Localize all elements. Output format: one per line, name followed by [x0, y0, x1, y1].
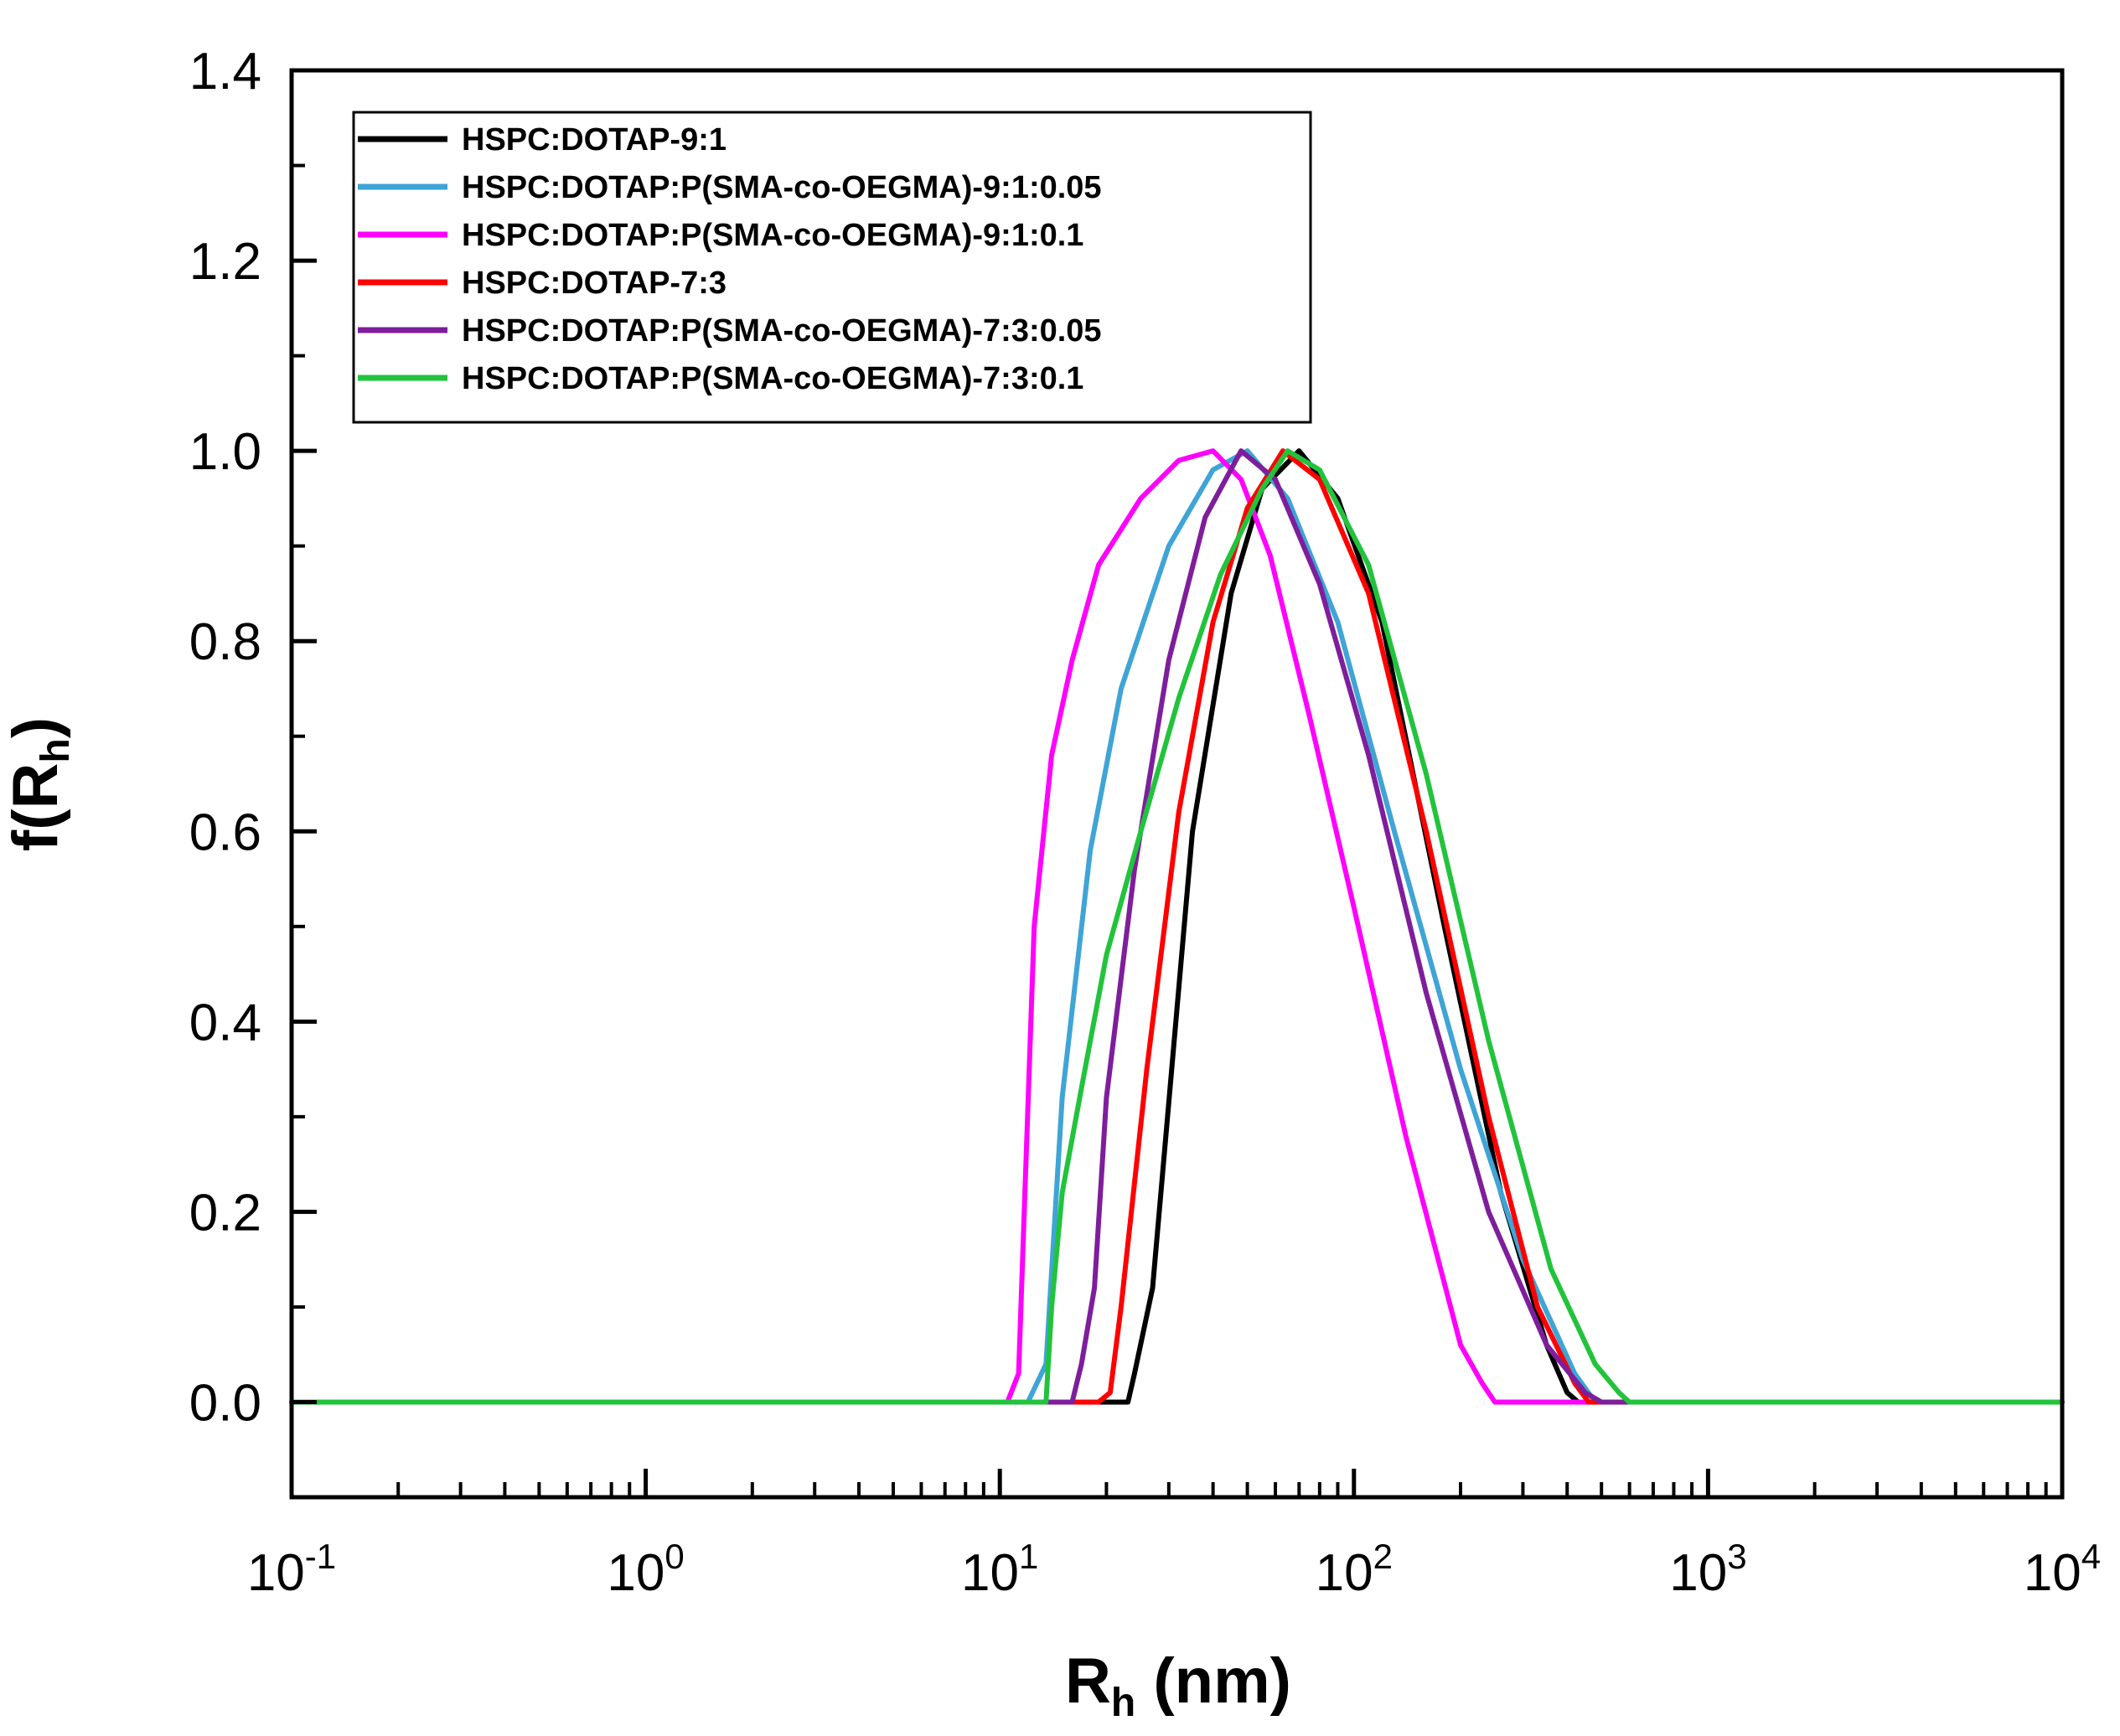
- legend-box: [352, 111, 1312, 424]
- y-axis-title-suffix: ): [0, 717, 71, 738]
- series-line-4: [289, 448, 2065, 1405]
- x-tick-label: 104: [2024, 1537, 2101, 1602]
- x-axis-title-suffix: (nm): [1135, 1646, 1291, 1717]
- legend-label-5: HSPC:DOTAP:P(SMA-co-OEGMA)-7:3:0.05: [462, 313, 1102, 349]
- x-tick-label: 102: [1316, 1537, 1393, 1602]
- series-line-1: [289, 448, 2065, 1405]
- legend-label-1: HSPC:DOTAP-9:1: [462, 122, 726, 158]
- legend: HSPC:DOTAP-9:1 HSPC:DOTAP:P(SMA-co-OEGMA)…: [352, 111, 1312, 424]
- series-line-3: [289, 448, 2065, 1405]
- series-line-6: [289, 448, 2065, 1405]
- y-tick-label: 0.0: [189, 1374, 261, 1432]
- x-tick-label: 100: [607, 1537, 684, 1602]
- series-line-5: [289, 448, 2065, 1405]
- y-axis-title: f(Rh): [0, 717, 78, 851]
- plot-series-group: [289, 448, 2065, 1405]
- y-axis-title-prefix: f(R: [0, 763, 71, 852]
- plot-frame: [289, 68, 2065, 1500]
- x-axis-title: Rh (nm): [1065, 1646, 1291, 1725]
- x-axis-title-main: R: [1065, 1646, 1111, 1717]
- y-tick-label: 1.2: [189, 233, 261, 291]
- axis-ticks: [289, 68, 2065, 1497]
- x-tick-label: 103: [1669, 1537, 1746, 1602]
- y-tick-label: 1.4: [189, 43, 261, 101]
- x-axis-title-subscript: h: [1111, 1681, 1135, 1725]
- y-tick-label: 0.2: [189, 1184, 261, 1242]
- axis-tick-labels: 10-1 100 101 102 103 104 0.0 0.2 0.4 0.6 0.8 1.0 1.2…: [189, 43, 2101, 1602]
- legend-label-6: HSPC:DOTAP:P(SMA-co-OEGMA)-7:3:0.1: [462, 361, 1083, 396]
- legend-label-4: HSPC:DOTAP-7:3: [462, 266, 726, 301]
- y-tick-label: 0.4: [189, 994, 261, 1051]
- x-tick-label: 101: [961, 1537, 1038, 1602]
- y-axis-title-subscript: h: [34, 738, 78, 762]
- x-tick-label: 10-1: [247, 1537, 336, 1602]
- series-line-2: [289, 448, 2065, 1405]
- y-tick-label: 0.6: [189, 803, 261, 861]
- y-tick-label: 1.0: [189, 423, 261, 481]
- legend-label-2: HSPC:DOTAP:P(SMA-co-OEGMA)-9:1:0.05: [462, 170, 1102, 205]
- legend-label-3: HSPC:DOTAP:P(SMA-co-OEGMA)-9:1:0.1: [462, 218, 1083, 253]
- y-tick-label: 0.8: [189, 613, 261, 671]
